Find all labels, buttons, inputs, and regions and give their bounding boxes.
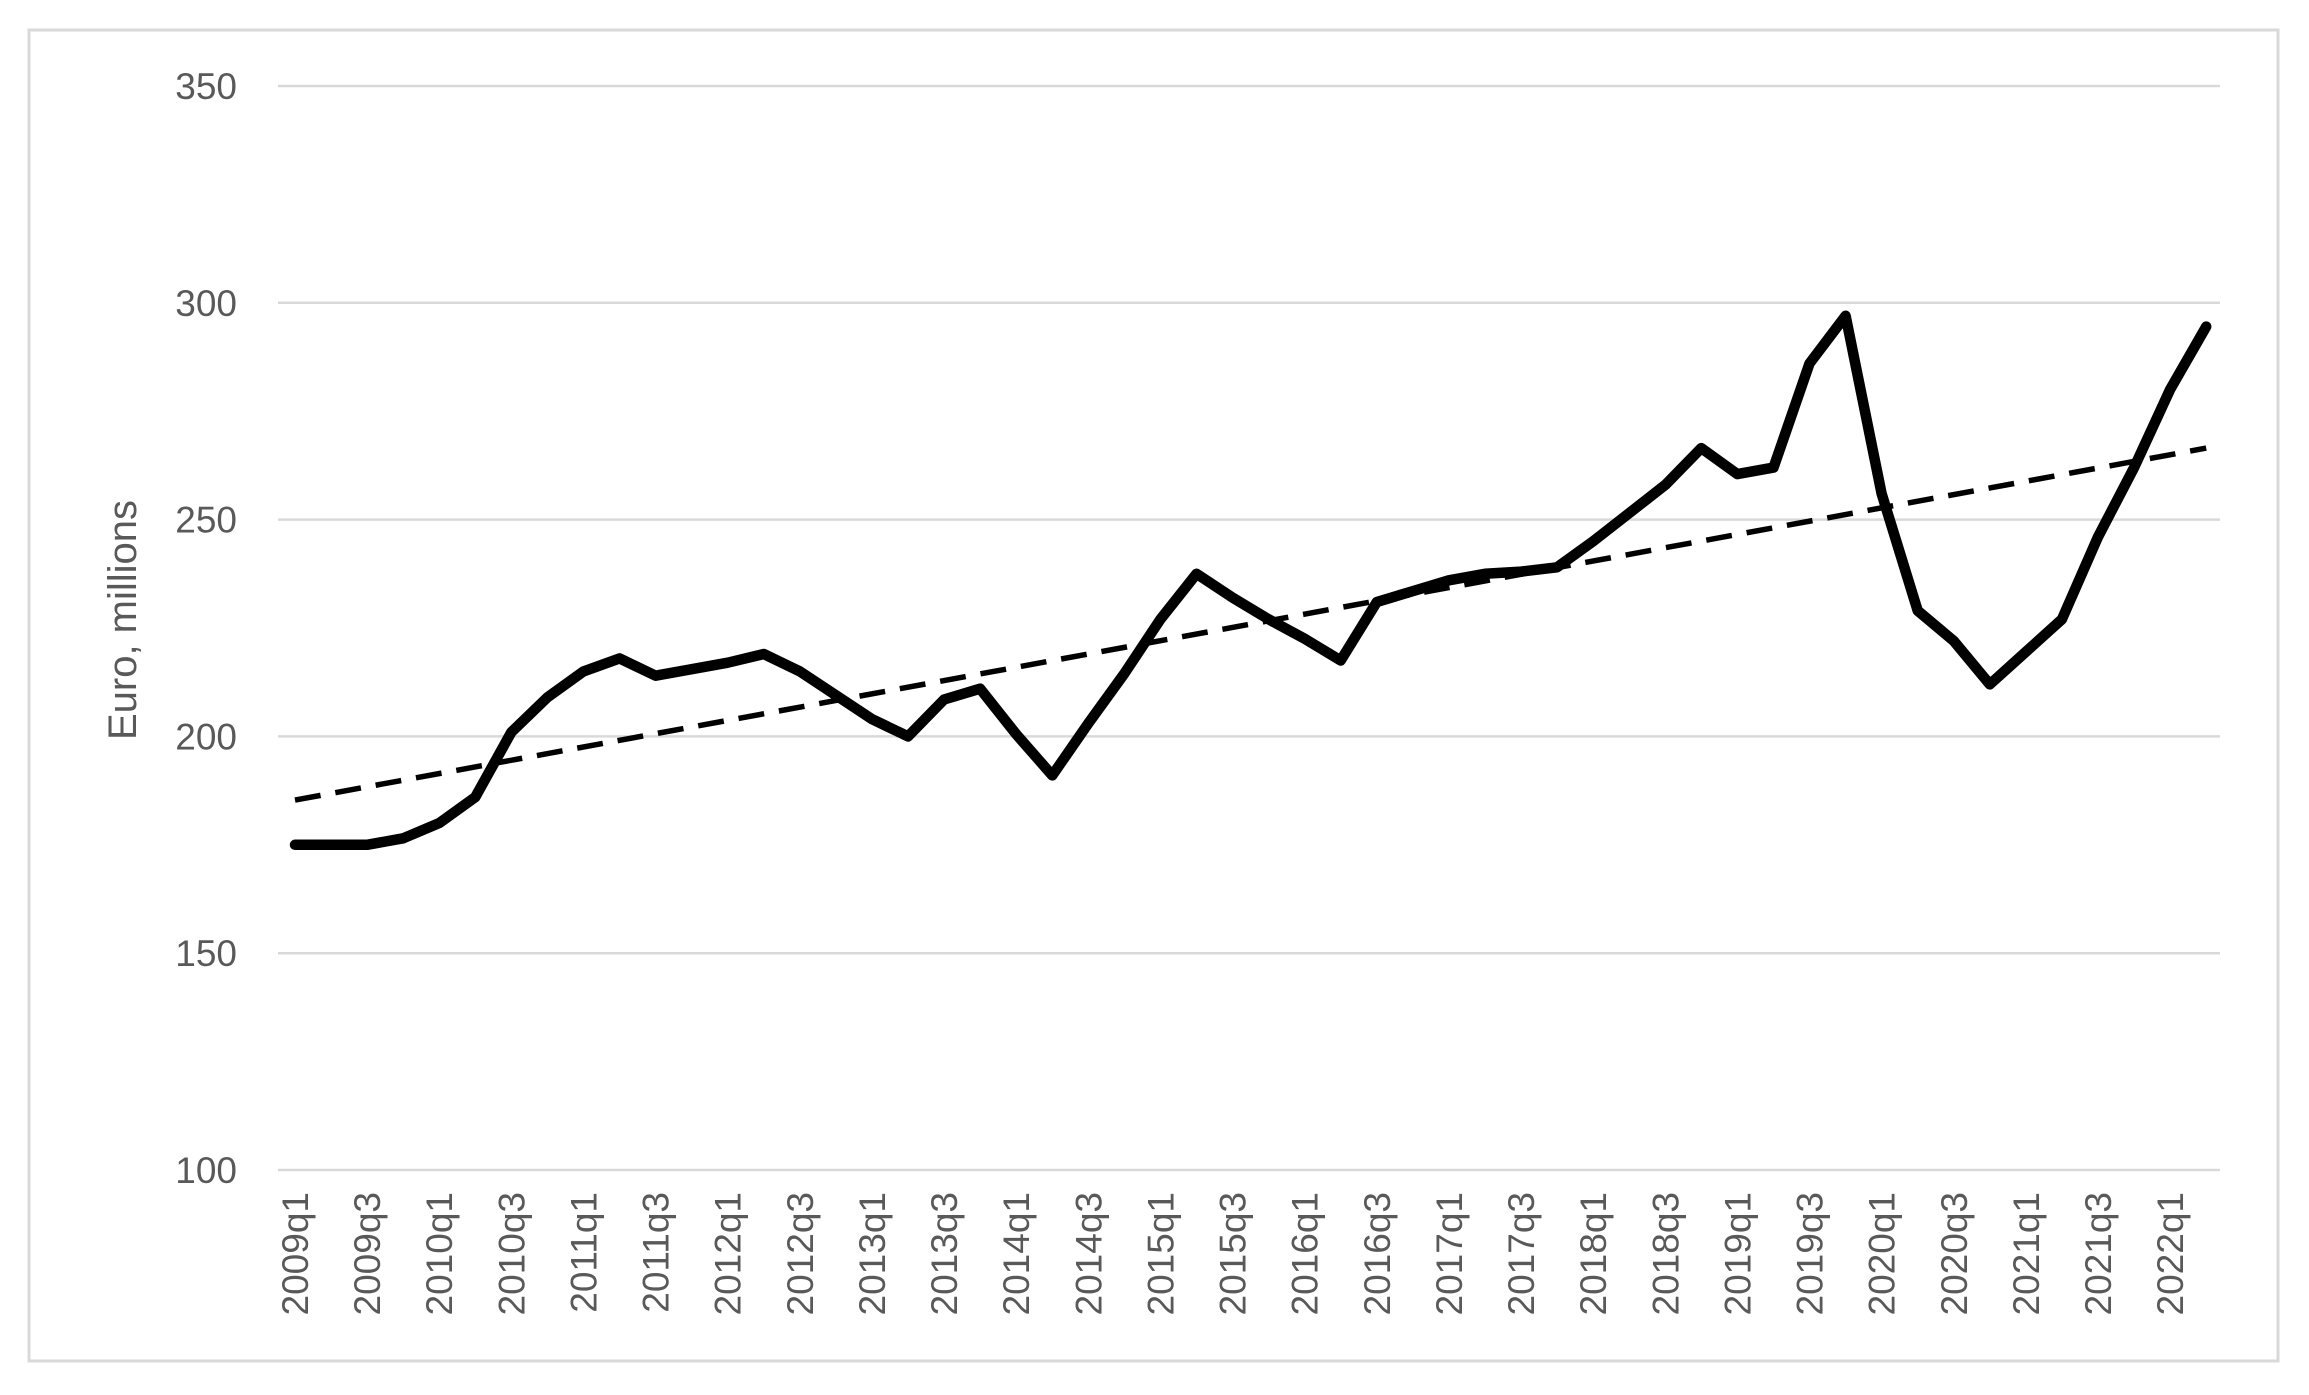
x-tick-label: 2021q1 <box>2006 1192 2047 1315</box>
x-tick-label: 2011q3 <box>636 1192 677 1313</box>
x-tick-label: 2011q1 <box>563 1192 604 1313</box>
x-tick-label: 2015q3 <box>1213 1192 1254 1315</box>
x-tick-label: 2020q1 <box>1862 1192 1903 1315</box>
y-tick-label: 300 <box>175 283 237 324</box>
x-tick-label: 2018q3 <box>1645 1192 1686 1315</box>
x-tick-label: 2020q3 <box>1934 1192 1975 1315</box>
x-tick-label: 2010q3 <box>491 1192 532 1315</box>
y-tick-label: 250 <box>175 500 237 541</box>
y-tick-label: 200 <box>175 716 237 757</box>
x-tick-label: 2012q1 <box>708 1192 749 1315</box>
x-tick-label: 2016q1 <box>1285 1192 1326 1315</box>
gridlines <box>278 84 2220 1172</box>
y-tick-label: 350 <box>175 66 237 107</box>
x-tick-label: 2009q1 <box>275 1192 316 1315</box>
chart-border-frame <box>27 28 2280 1363</box>
x-tick-label: 2017q1 <box>1429 1192 1470 1315</box>
x-tick-label: 2014q3 <box>1068 1192 1109 1315</box>
data-series-line <box>289 310 2212 851</box>
x-tick-label: 2017q3 <box>1501 1192 1542 1315</box>
x-tick-label: 2019q3 <box>1790 1192 1831 1315</box>
y-tick-label: 150 <box>175 933 237 974</box>
x-tick-label: 2015q1 <box>1140 1192 1181 1315</box>
x-tick-label: 2021q3 <box>2078 1192 2119 1315</box>
x-axis-tick-labels: 2009q1 2009q3 2010q1 2010q3 2011q1 2011q3 2012… <box>275 1192 2191 1315</box>
x-tick-label: 2010q1 <box>419 1192 460 1315</box>
x-tick-label: 2016q3 <box>1357 1192 1398 1315</box>
y-tick-label: 100 <box>175 1150 237 1191</box>
x-tick-label: 2018q1 <box>1573 1192 1614 1315</box>
x-tick-label: 2012q3 <box>780 1192 821 1315</box>
y-axis-tick-labels: 350 300 250 200 150 100 <box>175 66 237 1191</box>
x-tick-label: 2014q1 <box>996 1192 1037 1315</box>
y-axis-title: Euro, millions <box>101 500 145 740</box>
x-tick-label: 2022q1 <box>2150 1192 2191 1315</box>
x-tick-label: 2013q3 <box>924 1192 965 1315</box>
x-tick-label: 2009q3 <box>347 1192 388 1315</box>
x-tick-label: 2019q1 <box>1717 1192 1758 1315</box>
x-tick-label: 2013q1 <box>852 1192 893 1315</box>
